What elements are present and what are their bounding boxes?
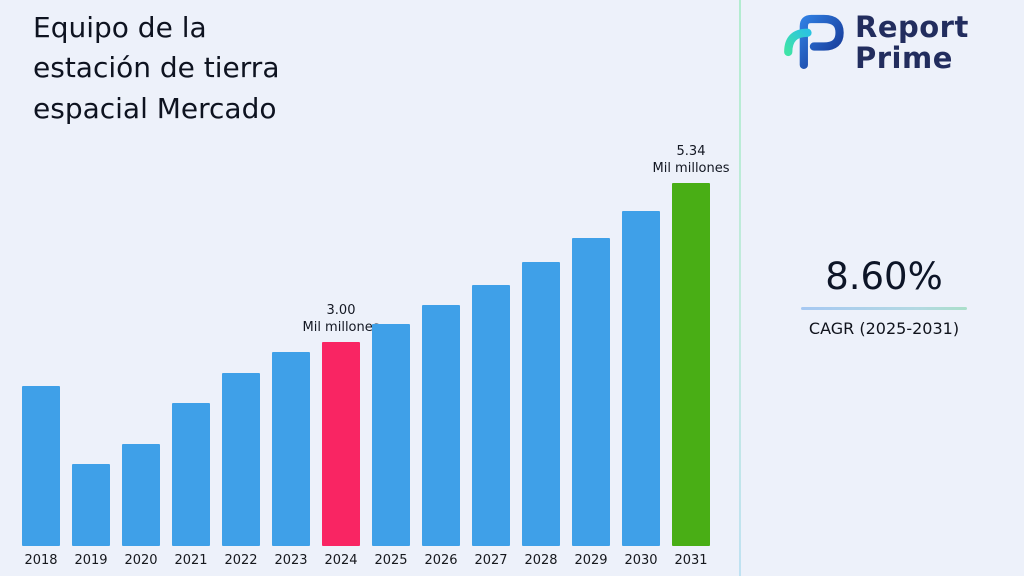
x-axis-label: 2022 [224,553,258,568]
annotation-unit: Mil millones [652,161,730,177]
bar-2022 [222,373,260,546]
x-axis-label: 2020 [124,553,158,568]
chart-column: 2027 [466,285,516,568]
x-axis-label: 2025 [374,553,408,568]
bar-2026 [422,305,460,546]
bar-annotation: 3.00 Mil millones [302,302,379,337]
x-axis-label: 2026 [424,553,458,568]
brand-name-line1: Report [855,9,969,44]
annotation-value: 3.00 [326,302,356,318]
bar-2024 [322,342,360,546]
bar-2019 [72,464,110,546]
bar-2025 [372,324,410,546]
chart-column: 3.00 Mil millones 2024 [302,302,379,568]
cagr-value: 8.60% [825,255,943,298]
bar-chart: 2018 2019 2020 2021 2022 2023 3.00 Mil millones… [16,143,730,568]
x-axis-label: 2018 [24,553,58,568]
chart-column: 2020 [116,444,166,568]
chart-column: 5.34 Mil millones 2031 [652,143,729,568]
bar-2029 [572,238,610,546]
annotation-unit: Mil millones [302,320,380,336]
chart-column: 2026 [416,305,466,568]
annotation-value: 5.34 [676,143,706,159]
x-axis-label: 2031 [674,553,708,568]
chart-column: 2019 [66,464,116,568]
vertical-divider [739,0,741,576]
chart-column: 2023 [266,352,316,568]
bar-2020 [122,444,160,546]
bar-2018 [22,386,60,546]
bar-2031 [672,183,710,546]
bar-2027 [472,285,510,546]
cagr-underline [801,307,967,310]
report-prime-logo-icon [780,10,846,76]
x-axis-label: 2024 [324,553,358,568]
brand-logo: Report Prime [780,10,969,76]
bar-2028 [522,262,560,546]
x-axis-label: 2023 [274,553,308,568]
bar-2023 [272,352,310,546]
bar-annotation: 5.34 Mil millones [652,143,729,178]
x-axis-label: 2027 [474,553,508,568]
cagr-block: 8.60% CAGR (2025-2031) [801,255,967,338]
cagr-label: CAGR (2025-2031) [808,319,960,338]
chart-column: 2025 [366,324,416,568]
page-title: Equipo de la estación de tierra espacial… [33,11,280,125]
bar-2030 [622,211,660,546]
brand-name-line2: Prime [855,41,953,75]
bar-2021 [172,403,210,546]
x-axis-label: 2028 [524,553,558,568]
x-axis-label: 2030 [624,553,658,568]
x-axis-label: 2021 [174,553,208,568]
chart-column: 2030 [616,211,666,568]
chart-column: 2029 [566,238,616,568]
x-axis-label: 2019 [74,553,108,568]
chart-column: 2028 [516,262,566,568]
brand-name: Report Prime [855,9,969,75]
chart-column: 2018 [16,386,66,568]
chart-column: 2022 [216,373,266,568]
x-axis-label: 2029 [574,553,608,568]
chart-column: 2021 [166,403,216,568]
